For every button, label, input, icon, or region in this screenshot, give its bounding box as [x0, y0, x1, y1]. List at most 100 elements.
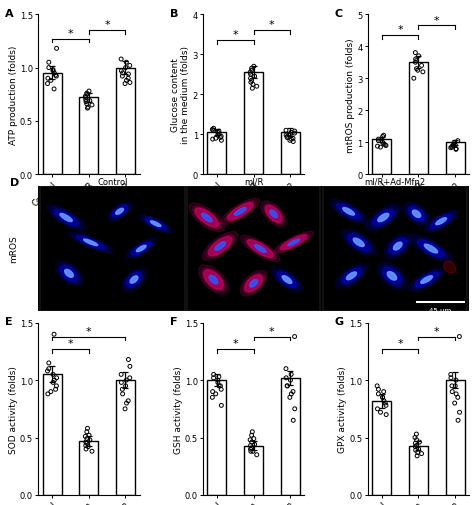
Ellipse shape [380, 265, 404, 287]
Ellipse shape [330, 199, 367, 224]
Point [288, 136, 295, 144]
Point [53, 45, 60, 54]
Point [382, 399, 389, 408]
Point [212, 390, 219, 398]
Point [49, 379, 57, 387]
Point [49, 371, 57, 379]
Text: *: * [434, 326, 439, 336]
Ellipse shape [50, 208, 82, 229]
Ellipse shape [109, 204, 130, 220]
Bar [79, 98, 98, 175]
Ellipse shape [126, 273, 142, 287]
Point [123, 399, 130, 408]
Point [248, 428, 256, 436]
Point [122, 64, 129, 72]
Point [413, 66, 420, 74]
Ellipse shape [270, 211, 277, 218]
Text: *: * [68, 29, 73, 39]
Ellipse shape [83, 239, 98, 246]
Ellipse shape [255, 245, 266, 253]
Ellipse shape [142, 217, 169, 232]
Ellipse shape [264, 204, 284, 225]
Bar [409, 445, 428, 495]
Text: F: F [170, 316, 178, 326]
Bar [372, 140, 391, 175]
Ellipse shape [337, 205, 360, 220]
Ellipse shape [55, 261, 83, 286]
Point [416, 438, 423, 446]
Ellipse shape [206, 235, 234, 258]
Ellipse shape [247, 240, 273, 258]
Point [447, 374, 455, 382]
Point [418, 62, 425, 70]
Bar [43, 74, 62, 175]
Point [53, 73, 60, 81]
Ellipse shape [245, 238, 276, 260]
Point [217, 382, 224, 390]
Ellipse shape [421, 276, 432, 284]
Ellipse shape [130, 276, 138, 284]
Point [248, 85, 256, 93]
Point [124, 397, 132, 405]
Point [246, 69, 254, 77]
Point [82, 445, 90, 453]
Point [118, 371, 125, 379]
Ellipse shape [128, 241, 154, 258]
Ellipse shape [203, 270, 223, 290]
Ellipse shape [410, 235, 452, 263]
Ellipse shape [201, 268, 225, 292]
Bar [40, 187, 184, 311]
Ellipse shape [126, 239, 157, 259]
Ellipse shape [373, 210, 394, 226]
Point [247, 445, 255, 453]
Text: *: * [269, 20, 275, 30]
Ellipse shape [346, 272, 356, 280]
Point [218, 133, 225, 141]
Point [291, 130, 298, 138]
Point [413, 430, 420, 438]
Point [210, 371, 218, 379]
Ellipse shape [277, 272, 297, 288]
Ellipse shape [60, 266, 78, 282]
Point [413, 452, 421, 460]
Point [126, 79, 134, 87]
Point [250, 63, 257, 71]
Point [414, 67, 421, 75]
Point [374, 405, 381, 413]
Point [283, 134, 291, 142]
Point [448, 388, 456, 396]
Text: A: A [5, 9, 14, 19]
Ellipse shape [281, 235, 307, 250]
Point [45, 359, 53, 367]
Point [382, 142, 390, 150]
Point [119, 390, 127, 398]
Point [412, 58, 420, 66]
Text: *: * [397, 25, 403, 35]
Ellipse shape [215, 242, 226, 251]
Ellipse shape [195, 209, 219, 228]
Point [121, 405, 129, 413]
Point [380, 388, 387, 396]
Ellipse shape [444, 262, 456, 274]
Point [380, 132, 387, 140]
Point [249, 81, 257, 89]
Ellipse shape [243, 273, 264, 294]
Point [250, 435, 257, 443]
Point [247, 441, 255, 449]
Point [215, 373, 223, 381]
Point [412, 56, 419, 64]
Text: mI/R+Ad-Mfn2: mI/R+Ad-Mfn2 [365, 177, 426, 186]
Point [411, 443, 419, 451]
Point [247, 71, 255, 79]
Point [83, 90, 91, 98]
Ellipse shape [333, 202, 364, 222]
Text: *: * [86, 326, 91, 336]
Bar [187, 187, 320, 311]
Ellipse shape [282, 276, 292, 284]
Y-axis label: SOD activity (folds): SOD activity (folds) [9, 365, 18, 453]
Point [411, 434, 419, 442]
Point [251, 73, 258, 81]
Point [246, 436, 254, 444]
Point [210, 374, 218, 382]
Ellipse shape [227, 203, 253, 221]
